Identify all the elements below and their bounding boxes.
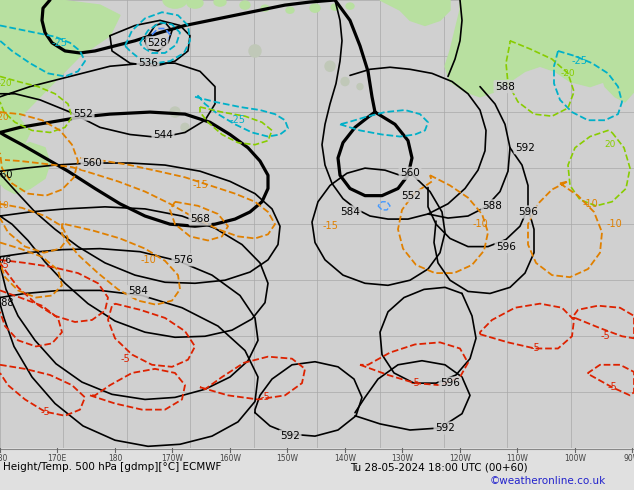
Text: 584: 584 [128,287,148,296]
Text: 588: 588 [0,297,13,308]
Text: 110W: 110W [506,454,528,464]
Text: -15: -15 [192,180,208,191]
Circle shape [325,61,335,72]
Text: -15: -15 [322,221,338,231]
Text: ©weatheronline.co.uk: ©weatheronline.co.uk [490,476,606,486]
Text: 588: 588 [495,82,515,92]
Text: 576: 576 [0,256,11,266]
Text: 596: 596 [496,242,516,251]
Ellipse shape [214,0,226,6]
Circle shape [181,123,189,131]
Text: 560: 560 [0,170,12,180]
Text: -5: -5 [600,331,610,341]
Text: 592: 592 [515,143,535,153]
Text: -25: -25 [52,38,68,48]
Text: 596: 596 [440,378,460,388]
Text: Tu 28-05-2024 18:00 UTC (00+60): Tu 28-05-2024 18:00 UTC (00+60) [350,462,527,472]
Text: 140W: 140W [334,454,356,464]
Text: 552: 552 [73,109,93,119]
Text: 592: 592 [280,431,300,441]
Ellipse shape [331,4,339,10]
Polygon shape [0,143,50,194]
Polygon shape [0,0,120,143]
Ellipse shape [310,4,320,12]
Text: 170E: 170E [48,454,67,464]
Polygon shape [598,0,634,102]
Circle shape [341,77,349,86]
Text: 588: 588 [482,201,502,211]
Text: 536: 536 [138,58,158,68]
Text: -10: -10 [472,219,488,229]
Polygon shape [0,0,30,173]
Text: 120W: 120W [449,454,471,464]
Ellipse shape [261,5,269,11]
Text: 100W: 100W [564,454,586,464]
Text: -5: -5 [410,378,420,388]
Text: 180: 180 [108,454,122,464]
Text: 528: 528 [147,38,167,48]
Text: 20: 20 [604,140,616,149]
Text: 130W: 130W [391,454,413,464]
Text: -5: -5 [530,343,540,353]
Ellipse shape [346,3,354,9]
Text: 592: 592 [435,423,455,433]
Polygon shape [445,0,634,97]
Ellipse shape [163,0,187,8]
Text: 544: 544 [153,129,173,140]
Text: 180: 180 [0,454,7,464]
Text: -20: -20 [0,79,12,88]
Text: 560: 560 [400,168,420,178]
Text: -5: -5 [0,260,9,270]
Text: -5: -5 [607,382,617,392]
Ellipse shape [240,1,250,9]
Text: 568: 568 [190,214,210,224]
Text: -5: -5 [40,407,50,416]
Ellipse shape [286,7,294,13]
Text: -10: -10 [606,219,622,229]
Text: 170W: 170W [161,454,183,464]
Text: Height/Temp. 500 hPa [gdmp][°C] ECMWF: Height/Temp. 500 hPa [gdmp][°C] ECMWF [3,462,221,472]
Text: -10: -10 [582,199,598,209]
Text: 90W: 90W [623,454,634,464]
Text: 596: 596 [518,207,538,217]
Text: -20: -20 [0,113,10,122]
Text: 560: 560 [82,158,102,168]
Text: -10: -10 [140,255,156,265]
Polygon shape [380,0,450,25]
Text: 576: 576 [173,255,193,265]
Text: -10: -10 [0,201,10,210]
Text: 160W: 160W [219,454,241,464]
Text: -25: -25 [572,56,588,66]
Text: -25: -25 [230,115,246,125]
Ellipse shape [187,0,203,8]
Circle shape [357,84,363,90]
Polygon shape [568,0,600,51]
Text: 584: 584 [340,207,360,217]
Text: 552: 552 [401,191,421,200]
Text: -5: -5 [260,392,270,402]
Text: 150W: 150W [276,454,298,464]
Circle shape [170,107,180,117]
Text: -5: -5 [120,354,130,364]
Text: -20: -20 [560,69,575,78]
Circle shape [249,45,261,57]
